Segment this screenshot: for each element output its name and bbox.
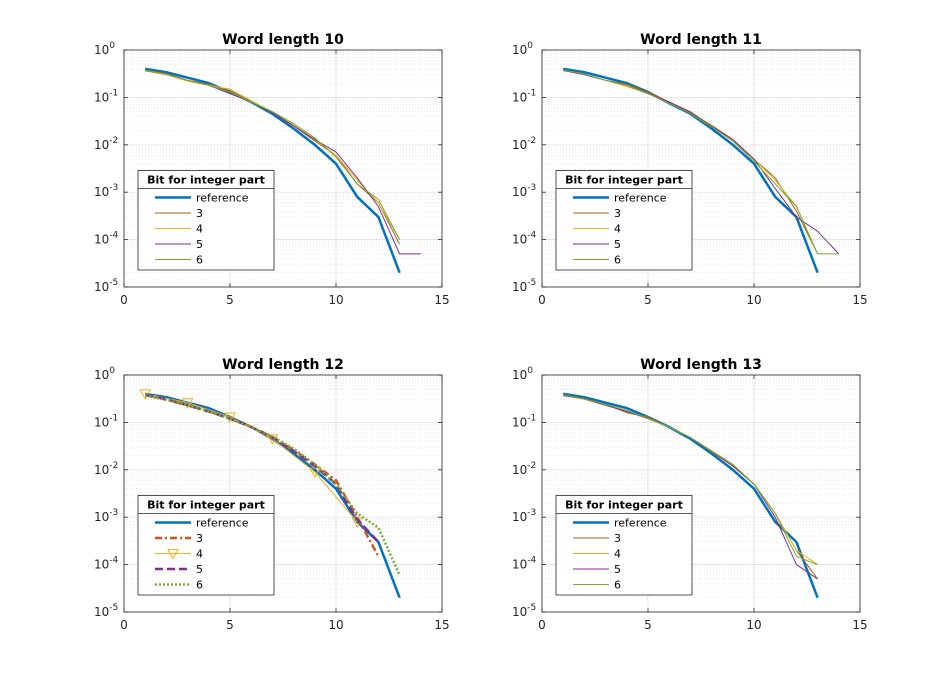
x-tick-label: 10	[328, 618, 343, 632]
legend-box	[555, 170, 693, 271]
series-group	[139, 389, 401, 599]
legend-label: reference	[614, 517, 667, 530]
legend-label: 3	[614, 532, 621, 545]
x-tick-label: 15	[852, 618, 867, 632]
y-tick-label: 10-2	[94, 136, 118, 152]
series-line-6	[145, 70, 401, 240]
x-tick-label: 15	[852, 293, 867, 307]
series-line-6	[563, 394, 818, 566]
series-marker	[181, 398, 194, 409]
legend-title: Bit for integer part	[565, 499, 683, 512]
series-line-reference	[563, 392, 819, 599]
x-tick-label: 10	[746, 618, 761, 632]
legend-label: 6	[196, 579, 203, 592]
legend-box	[555, 495, 693, 596]
axes-box	[541, 49, 861, 288]
y-tick-label: 10-5	[94, 603, 118, 619]
chart-title: Word length 12	[222, 357, 344, 373]
chart-3: 0 5 10 15 10-5 10-4 10-3 10-2 10-1 100 Word length…	[94, 357, 450, 632]
legend-label: 5	[196, 563, 203, 576]
axes-box	[123, 49, 443, 288]
y-tick-label: 10-1	[94, 88, 118, 104]
legend: Bit for integer part reference 3 4 5 6	[555, 170, 693, 271]
chart-title: Word length 10	[222, 32, 344, 48]
legend-label: reference	[196, 192, 249, 205]
legend-label: 6	[196, 254, 203, 267]
y-tick-label: 10-3	[512, 183, 536, 199]
legend-label: reference	[614, 192, 667, 205]
legend-title: Bit for integer part	[147, 499, 265, 512]
y-tick-label: 10-5	[94, 278, 118, 294]
legend-label: 4	[614, 223, 621, 236]
y-tick-label: 100	[94, 366, 115, 382]
x-tick-label: 15	[434, 293, 449, 307]
legend-label: 3	[614, 207, 621, 220]
y-tick-label: 10-5	[512, 278, 536, 294]
chart-title: Word length 11	[640, 32, 762, 48]
y-tick-label: 10-2	[512, 136, 536, 152]
legend-marker	[167, 549, 179, 560]
chart-4: 0 5 10 15 10-5 10-4 10-3 10-2 10-1 100 Word length…	[512, 357, 868, 632]
y-tick-label: 10-2	[512, 461, 536, 477]
y-tick-label: 10-3	[512, 508, 536, 524]
y-tick-label: 10-4	[94, 556, 119, 572]
legend: Bit for integer part reference 3 4 5 6	[555, 495, 693, 596]
legend-label: 5	[614, 563, 621, 576]
y-tick-label: 10-4	[94, 231, 119, 247]
chart-title: Word length 13	[640, 357, 762, 373]
series-marker	[308, 467, 321, 478]
legend-label: 5	[196, 238, 203, 251]
x-tick-label: 10	[746, 293, 761, 307]
legend: Bit for integer part reference 3 4 5 6	[137, 170, 275, 271]
legend-label: 3	[196, 532, 203, 545]
y-tick-label: 10-4	[512, 556, 537, 572]
legend-title: Bit for integer part	[147, 174, 265, 187]
legend-title: Bit for integer part	[565, 174, 683, 187]
x-tick-label: 5	[644, 618, 652, 632]
legend-box	[137, 495, 275, 596]
series-line-6	[144, 394, 401, 576]
y-tick-label: 10-4	[512, 231, 537, 247]
y-tick-label: 10-1	[94, 413, 118, 429]
x-tick-label: 0	[538, 293, 546, 307]
y-tick-label: 10-1	[512, 88, 536, 104]
x-tick-label: 0	[538, 618, 546, 632]
series-group	[145, 67, 421, 274]
legend-label: 4	[614, 548, 621, 561]
chart-1: 0 5 10 15 10-5 10-4 10-3 10-2 10-1 100 Word length…	[94, 32, 450, 307]
series-line-6	[563, 69, 839, 255]
x-tick-label: 5	[644, 293, 652, 307]
y-tick-label: 10-3	[94, 183, 118, 199]
x-tick-label: 5	[226, 293, 234, 307]
legend-label: 3	[196, 207, 203, 220]
series-line-reference	[145, 67, 401, 274]
legend-label: 4	[196, 223, 203, 236]
legend-label: 4	[196, 548, 203, 561]
legend-label: reference	[196, 517, 249, 530]
y-tick-label: 100	[512, 366, 533, 382]
y-tick-label: 10-2	[94, 461, 118, 477]
y-tick-label: 10-3	[94, 508, 118, 524]
y-tick-label: 10-1	[512, 413, 536, 429]
axes-box	[123, 374, 443, 613]
y-tick-label: 100	[512, 41, 533, 57]
x-tick-label: 5	[226, 618, 234, 632]
x-tick-label: 15	[434, 618, 449, 632]
y-tick-label: 100	[94, 41, 115, 57]
x-tick-label: 10	[328, 293, 343, 307]
axes-box	[541, 374, 861, 613]
legend-label: 6	[614, 254, 621, 267]
series-group	[563, 392, 819, 599]
x-tick-label: 0	[120, 293, 128, 307]
legend-label: 6	[614, 579, 621, 592]
legend-box	[137, 170, 275, 271]
chart-2: 0 5 10 15 10-5 10-4 10-3 10-2 10-1 100 Word length…	[512, 32, 868, 307]
x-tick-label: 0	[120, 618, 128, 632]
series-group	[563, 67, 840, 274]
y-tick-label: 10-5	[512, 603, 536, 619]
legend: Bit for integer part reference 3 4 5 6	[137, 495, 275, 596]
legend-label: 5	[614, 238, 621, 251]
